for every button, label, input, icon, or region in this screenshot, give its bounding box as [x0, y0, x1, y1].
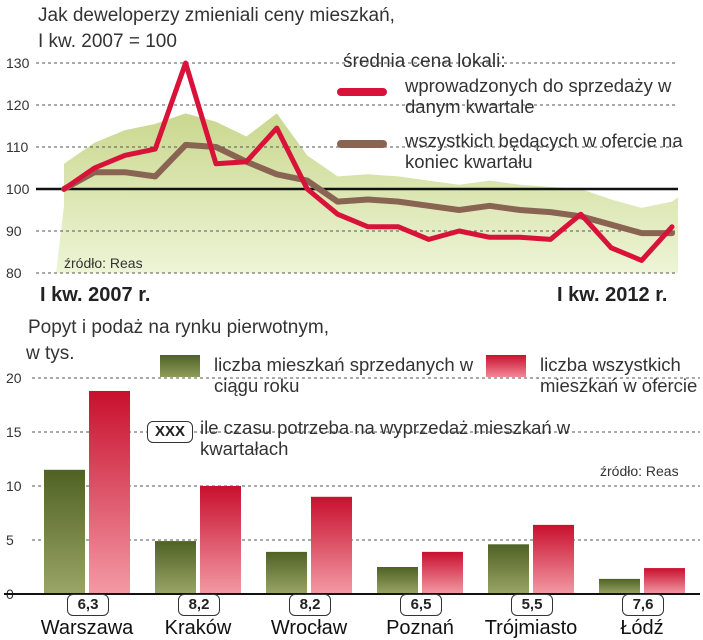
legend-label-offer: wszystkich będących w ofercie na koniec … [405, 130, 683, 172]
bar-y-tick-label-1: 5 [6, 532, 14, 548]
months-badge-1: 8,2 [178, 594, 220, 616]
bar-y-tick-label-3: 15 [6, 424, 22, 440]
series-line-all-offers [61, 141, 675, 237]
legend-label-new: wprowadzonych do sprzedaży w danym kwart… [405, 75, 672, 117]
bar-sold-2 [266, 551, 307, 594]
months-badge-2: 8,2 [289, 594, 331, 616]
bar-offer-5 [644, 568, 685, 594]
city-label-5: Łódź [620, 617, 664, 639]
bar-sold-5 [599, 578, 640, 594]
x-end-label: I kw. 2012 r. [557, 284, 668, 306]
legend-swatch-sold [160, 355, 200, 377]
bar-chart-unit: w tys. [26, 343, 75, 364]
bar-chart-title: Popyt i podaż na rynku pierwotnym, [28, 317, 329, 338]
bar-sold-4 [488, 544, 529, 594]
y-tick-label-0: 80 [6, 265, 22, 281]
city-label-1: Kraków [164, 617, 232, 639]
y-tick-label-4: 120 [6, 97, 30, 113]
months-badge-0: 6,3 [67, 594, 109, 616]
line-chart-title: Jak deweloperzy zmieniali ceny mieszkań, [38, 5, 395, 26]
bar-offer-2 [311, 496, 352, 594]
legend-badge-text: ile czasu potrzeba na wyprzedaż mieszkań… [200, 417, 571, 459]
bar-sold-0 [44, 469, 85, 594]
months-badge-4: 5,5 [511, 594, 553, 616]
bar-y-tick-label-2: 10 [6, 478, 22, 494]
city-label-2: Wrocław [270, 617, 348, 639]
city-label-0: Warszawa [40, 617, 134, 639]
bar-offer-3 [422, 551, 463, 594]
legend-label-sold: liczba mieszkań sprzedanych w ciągu roku [214, 354, 474, 396]
bar-sold-3 [377, 567, 418, 594]
line-chart: 80 90 100 110 120 130 [6, 55, 678, 281]
bar-offer-1 [200, 486, 241, 594]
bar-chart-source: źródło: Reas [600, 463, 679, 479]
y-tick-label-1: 90 [6, 223, 22, 239]
legend-swatch-offer-count [486, 355, 526, 377]
legend-badge-sample: XXX [147, 421, 193, 443]
bar-offer-4 [533, 524, 574, 594]
bar-offer-0 [89, 390, 130, 594]
y-tick-label-2: 100 [6, 181, 30, 197]
line-chart-subtitle: I kw. 2007 = 100 [38, 31, 177, 52]
bar-sold-1 [155, 541, 196, 594]
legend-swatch-new [337, 88, 387, 96]
line-legend-title: średnia cena lokali: [343, 51, 506, 72]
y-tick-label-3: 110 [6, 139, 29, 155]
line-chart-source: źródło: Reas [64, 255, 143, 271]
months-badge-5: 7,6 [622, 594, 664, 616]
x-start-label: I kw. 2007 r. [40, 284, 151, 306]
series-line-new-listings [61, 60, 675, 263]
city-label-4: Trójmiasto [484, 617, 578, 639]
months-badge-3: 6,5 [400, 594, 442, 616]
y-tick-label-5: 130 [6, 55, 30, 71]
legend-swatch-offer [337, 140, 387, 148]
city-label-3: Poznań [386, 617, 454, 639]
bar-y-tick-label-4: 20 [6, 370, 22, 386]
legend-label-offer-count: liczba wszystkich mieszkań w ofercie [540, 354, 698, 396]
